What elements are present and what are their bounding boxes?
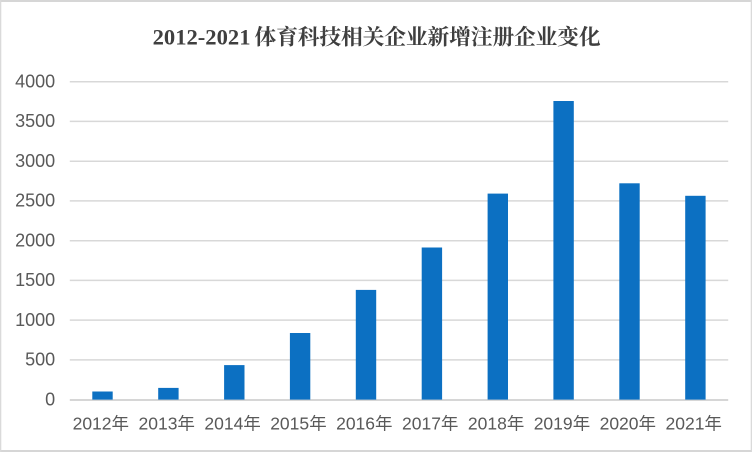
svg-text:2021: 2021 xyxy=(666,414,705,434)
svg-text:2015: 2015 xyxy=(270,414,309,434)
svg-text:3500: 3500 xyxy=(15,111,55,131)
svg-text:2012: 2012 xyxy=(73,414,112,434)
svg-text:2013: 2013 xyxy=(139,414,178,434)
svg-text:2016: 2016 xyxy=(336,414,375,434)
svg-text:2019: 2019 xyxy=(534,414,573,434)
svg-text:2020: 2020 xyxy=(600,414,639,434)
svg-text:2012-2021: 2012-2021 xyxy=(153,25,251,50)
svg-text:2000: 2000 xyxy=(15,231,55,251)
svg-text:0: 0 xyxy=(45,389,55,409)
svg-text:1500: 1500 xyxy=(15,270,55,290)
svg-text:500: 500 xyxy=(25,350,55,370)
svg-text:2500: 2500 xyxy=(15,191,55,211)
svg-text:2017: 2017 xyxy=(402,414,441,434)
svg-text:2018: 2018 xyxy=(468,414,507,434)
svg-text:1000: 1000 xyxy=(15,310,55,330)
svg-text:4000: 4000 xyxy=(15,72,55,92)
svg-text:2014: 2014 xyxy=(204,414,243,434)
svg-text:3000: 3000 xyxy=(15,151,55,171)
